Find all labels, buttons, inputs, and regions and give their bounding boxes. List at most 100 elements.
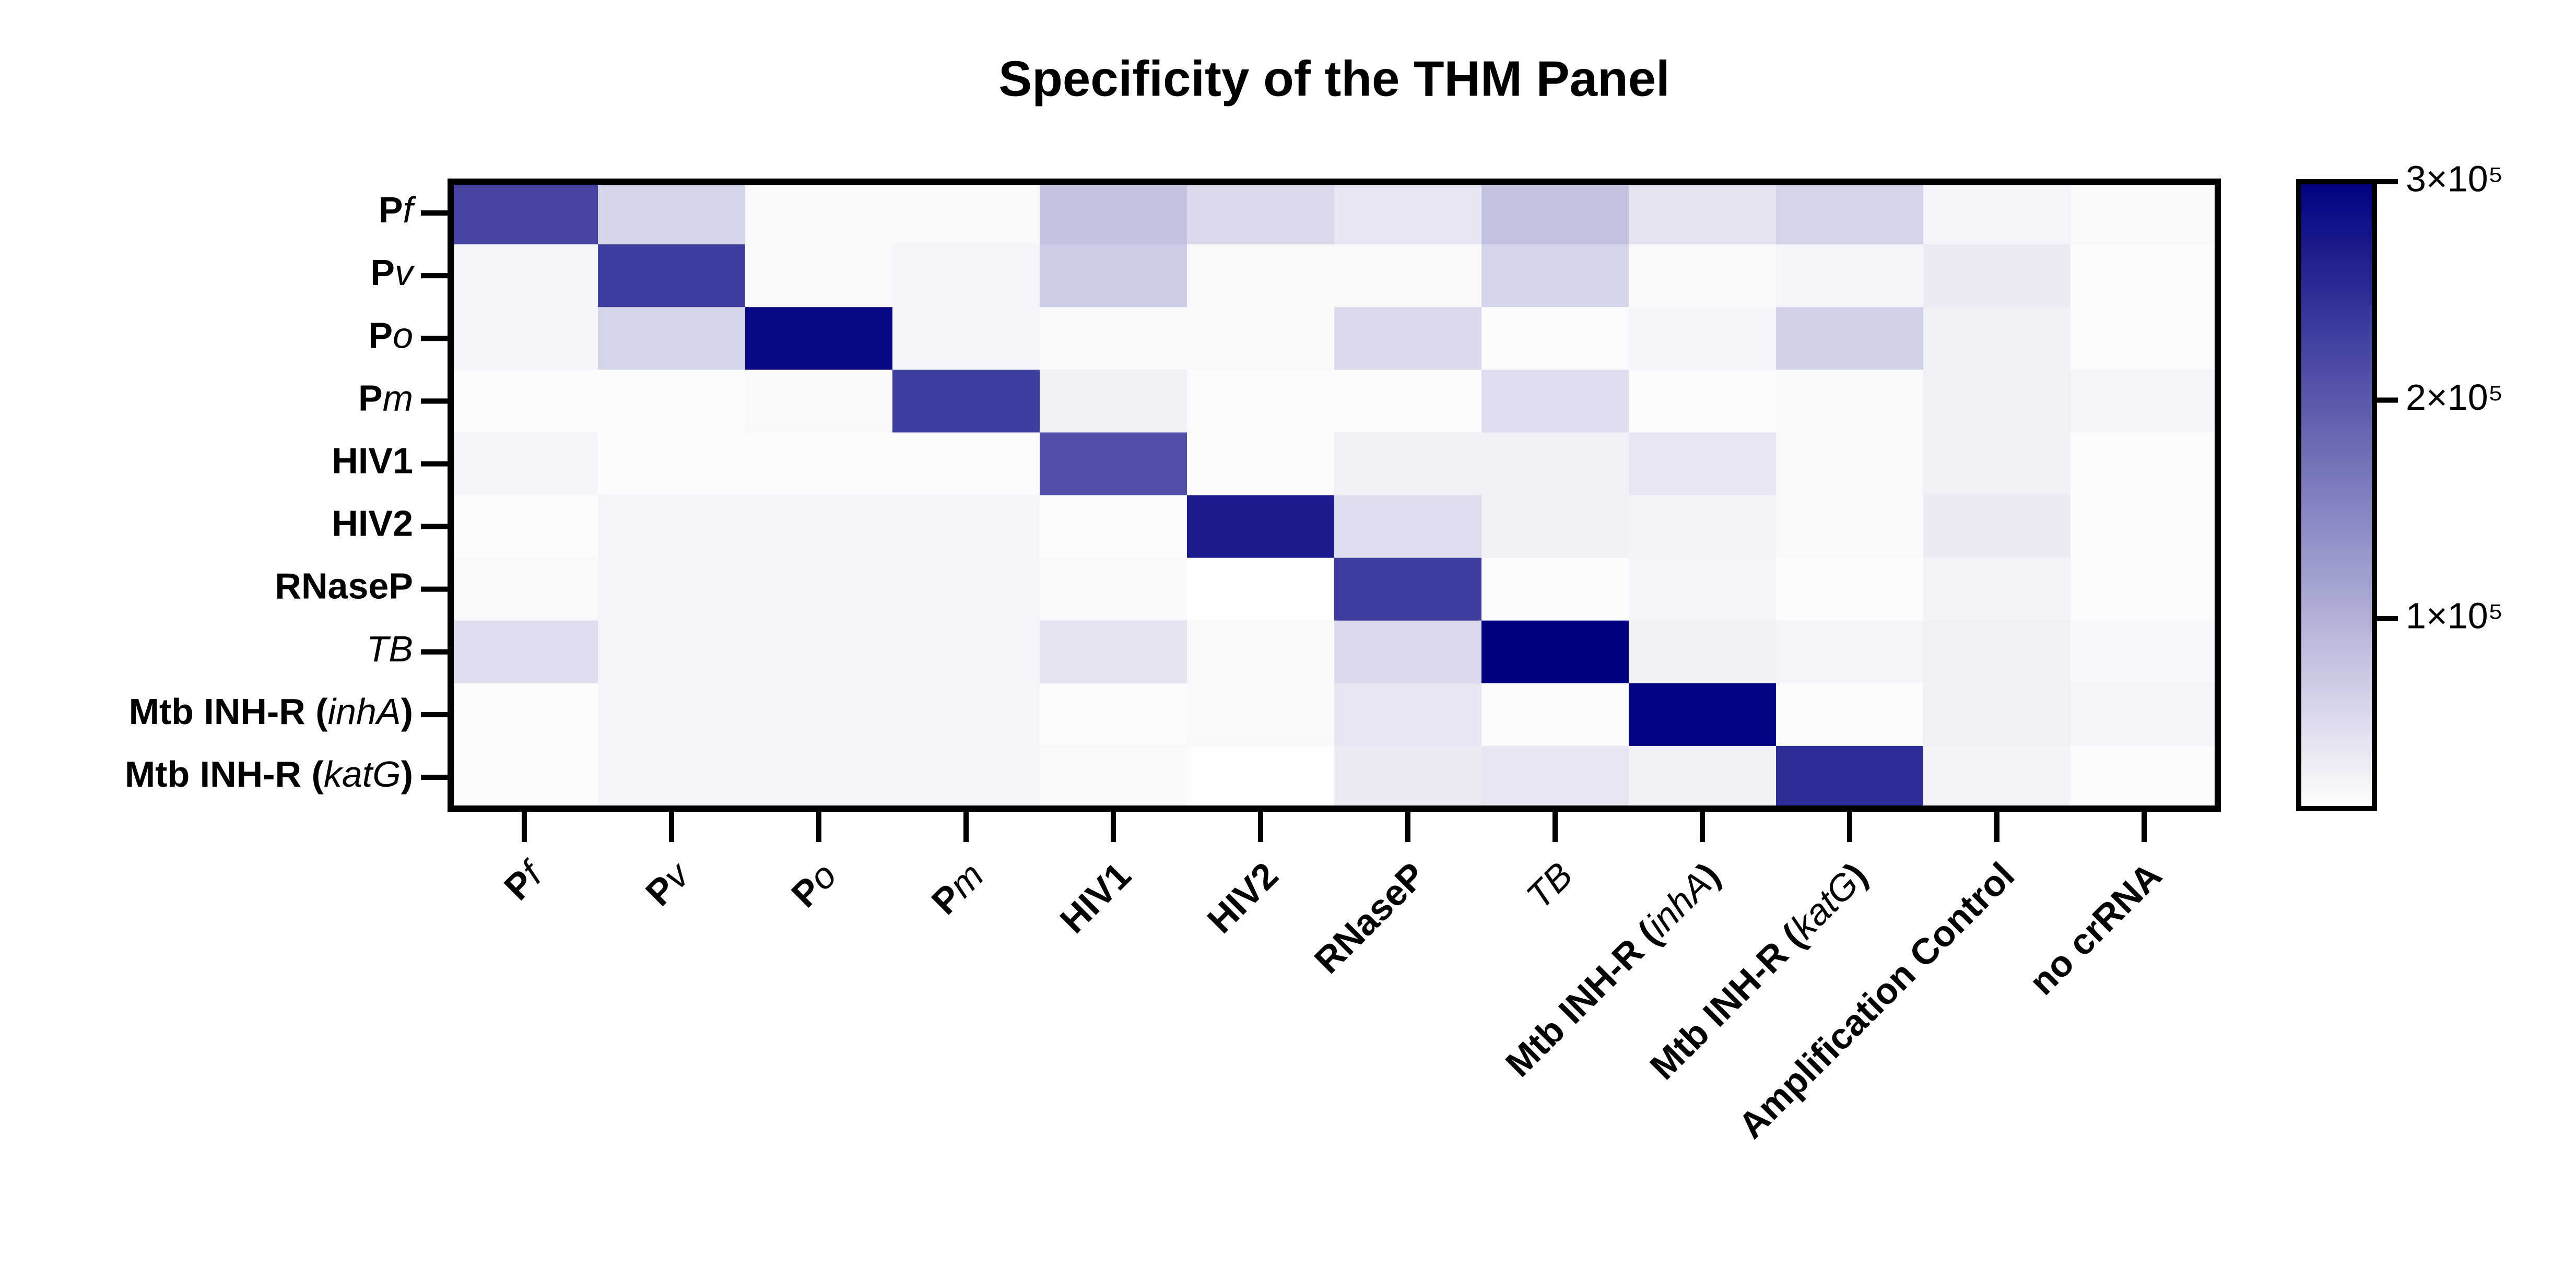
x-tick-label: Pm: [924, 855, 991, 922]
heatmap-cell: [1040, 683, 1187, 746]
heatmap-cell: [1481, 244, 1629, 307]
label-part: ): [401, 754, 413, 795]
heatmap-cell: [451, 432, 598, 495]
label-part: o: [393, 315, 413, 356]
heatmap-cell: [1629, 558, 1777, 621]
heatmap-cell: [1776, 745, 1924, 809]
heatmap-cell: [451, 307, 598, 370]
colorbar-tick-label: 1×10⁵: [2406, 595, 2503, 636]
x-tick-label: Amplification Control: [1731, 855, 2022, 1146]
label-part: Mtb INH-R (: [125, 754, 324, 795]
heatmap-cell: [1187, 620, 1335, 684]
heatmap-cell: [1629, 745, 1777, 809]
heatmap-cell: [745, 182, 893, 245]
heatmap-cell: [1040, 558, 1187, 621]
x-tick-label: Pf: [497, 852, 552, 908]
heatmap-cell: [1334, 620, 1482, 684]
heatmap-cell: [1481, 495, 1629, 559]
heatmap-cell: [1481, 182, 1629, 245]
heatmap-cell: [892, 182, 1040, 245]
heatmap-cell: [1629, 307, 1777, 370]
heatmap-cell: [451, 620, 598, 684]
heatmap-cell: [892, 244, 1040, 307]
heatmap-cell: [1040, 182, 1187, 245]
heatmap-cell: [1334, 683, 1482, 746]
heatmap-cell: [1776, 620, 1924, 684]
heatmap-cell: [892, 495, 1040, 559]
label-part: P: [497, 862, 543, 908]
heatmap-cell: [2071, 495, 2218, 559]
heatmap-cell: [1629, 244, 1777, 307]
heatmap-cell: [892, 558, 1040, 621]
heatmap-cell: [1923, 244, 2071, 307]
heatmap-cell: [1923, 495, 2071, 559]
heatmap-cell: [1481, 745, 1629, 809]
label-part: no crRNA: [2021, 855, 2169, 1003]
heatmap-cell: [1923, 370, 2071, 433]
heatmap-cell: [892, 432, 1040, 495]
heatmap-cell: [1923, 432, 2071, 495]
x-tick-label: no crRNA: [2021, 855, 2169, 1003]
heatmap-cell: [451, 745, 598, 809]
heatmap-cell: [1187, 683, 1335, 746]
y-tick-label: Pm: [358, 378, 413, 419]
heatmap-cell: [1776, 244, 1924, 307]
heatmap-cell: [598, 307, 746, 370]
heatmap-cell: [1334, 370, 1482, 433]
label-part: f: [403, 190, 417, 231]
heatmap-cell: [1040, 244, 1187, 307]
heatmap-cell: [1923, 620, 2071, 684]
heatmap-cell: [745, 244, 893, 307]
heatmap-cell: [1923, 558, 2071, 621]
heatmap-cell: [2071, 370, 2218, 433]
heatmap-cell: [1040, 495, 1187, 559]
colorbar: [2296, 179, 2377, 811]
heatmap-cell: [745, 495, 893, 559]
label-part: ): [401, 691, 413, 732]
heatmap-cell: [1334, 244, 1482, 307]
heatmap-cell: [451, 495, 598, 559]
heatmap-cell: [598, 432, 746, 495]
y-tick-label: HIV1: [332, 441, 413, 481]
heatmap-cell: [1334, 558, 1482, 621]
colorbar-tick-label: 2×10⁵: [2406, 377, 2503, 418]
heatmap-cell: [2071, 182, 2218, 245]
heatmap-cell: [1481, 307, 1629, 370]
label-part: inhA: [328, 691, 401, 732]
heatmap-cell: [598, 558, 746, 621]
heatmap-cell: [1923, 745, 2071, 809]
label-part: HIV1: [332, 441, 413, 481]
x-tick-label: HIV2: [1199, 855, 1286, 941]
heatmap-cell: [1629, 370, 1777, 433]
x-tick-label: Pv: [638, 854, 699, 914]
label-part: TB: [367, 629, 413, 669]
heatmap-cell: [598, 370, 746, 433]
label-part: katG: [324, 754, 401, 795]
heatmap-cell: [1481, 370, 1629, 433]
heatmap-cell: [1040, 370, 1187, 433]
heatmap-cell: [1776, 432, 1924, 495]
heatmap-cell: [892, 307, 1040, 370]
heatmap-cell: [1776, 182, 1924, 245]
heatmap-cell: [745, 370, 893, 433]
heatmap-cell: [598, 745, 746, 809]
heatmap-cell: [1040, 432, 1187, 495]
x-tick-label: TB: [1519, 855, 1580, 917]
label-part: m: [383, 378, 413, 419]
label-part: v: [395, 253, 415, 293]
heatmap-cell: [2071, 558, 2218, 621]
heatmap-cell: [745, 745, 893, 809]
heatmap-cell: [1187, 307, 1335, 370]
heatmap-cell: [1923, 307, 2071, 370]
y-tick-label: Mtb INH-R (katG): [125, 754, 413, 795]
heatmap-cell: [598, 244, 746, 307]
heatmap-cell: [1334, 307, 1482, 370]
label-part: RNaseP: [1307, 855, 1433, 981]
label-part: Mtb INH-R (: [129, 691, 328, 732]
heatmap-cell: [745, 620, 893, 684]
heatmap-cell: [1481, 558, 1629, 621]
label-part: HIV2: [332, 503, 413, 544]
label-part: P: [379, 190, 403, 231]
heatmap-cell: [1923, 182, 2071, 245]
x-tick-label: Po: [784, 855, 844, 916]
